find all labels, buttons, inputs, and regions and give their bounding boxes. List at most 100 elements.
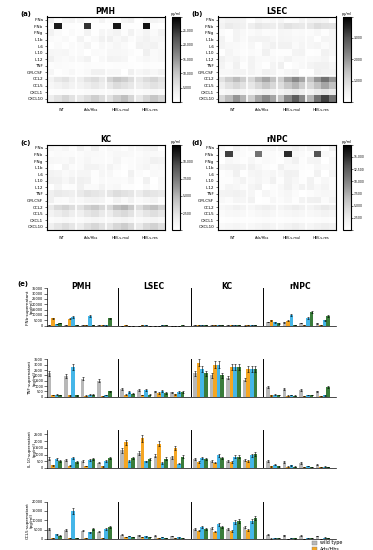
- Bar: [250, 455, 254, 468]
- Bar: [101, 538, 104, 539]
- Bar: [233, 522, 237, 539]
- Bar: [270, 395, 273, 397]
- Bar: [51, 465, 55, 468]
- Bar: [101, 466, 104, 468]
- Bar: [157, 393, 161, 397]
- Bar: [124, 537, 128, 539]
- Bar: [64, 530, 68, 539]
- Bar: [108, 527, 112, 539]
- Bar: [299, 536, 303, 539]
- Bar: [233, 456, 237, 468]
- Bar: [164, 393, 168, 397]
- Title: PMH: PMH: [95, 7, 116, 16]
- Bar: [310, 312, 313, 326]
- Bar: [273, 322, 277, 326]
- Bar: [217, 455, 220, 468]
- Bar: [193, 459, 197, 468]
- Bar: [243, 379, 247, 397]
- Bar: [282, 322, 286, 326]
- Bar: [108, 318, 112, 326]
- Text: (a): (a): [21, 12, 32, 18]
- Text: rNPC: rNPC: [289, 282, 311, 291]
- Bar: [71, 317, 75, 326]
- Bar: [148, 537, 151, 539]
- Y-axis label: CCL5·supernatant
(pg/ml): CCL5·supernatant (pg/ml): [25, 502, 34, 538]
- Bar: [128, 536, 131, 539]
- Bar: [243, 527, 247, 539]
- Bar: [181, 392, 184, 397]
- Bar: [217, 365, 220, 397]
- Bar: [161, 537, 164, 539]
- Bar: [131, 537, 135, 539]
- Bar: [310, 467, 313, 468]
- Bar: [131, 458, 135, 468]
- Bar: [71, 367, 75, 397]
- Bar: [247, 461, 250, 468]
- Text: (e): (e): [18, 282, 29, 288]
- Bar: [204, 373, 207, 397]
- Bar: [104, 461, 108, 468]
- Bar: [120, 389, 124, 397]
- Bar: [48, 459, 51, 468]
- Text: LSEC: LSEC: [144, 282, 165, 291]
- Bar: [144, 536, 148, 539]
- Bar: [326, 538, 330, 539]
- Bar: [326, 467, 330, 468]
- Bar: [55, 459, 59, 468]
- Bar: [204, 459, 207, 468]
- Bar: [124, 443, 128, 468]
- Bar: [306, 318, 310, 326]
- Bar: [48, 373, 51, 397]
- Bar: [197, 462, 200, 468]
- Bar: [237, 325, 241, 326]
- Text: (c): (c): [21, 140, 31, 146]
- Bar: [277, 466, 280, 468]
- Bar: [141, 537, 144, 539]
- Bar: [293, 466, 297, 468]
- Bar: [230, 531, 233, 539]
- Bar: [55, 324, 59, 326]
- Bar: [310, 395, 313, 397]
- Bar: [226, 529, 230, 539]
- Y-axis label: IFNb·supernatant
(pg/ml): IFNb·supernatant (pg/ml): [25, 289, 34, 324]
- Bar: [84, 395, 88, 397]
- Bar: [170, 393, 174, 397]
- Bar: [290, 315, 293, 326]
- Bar: [97, 531, 101, 539]
- Bar: [247, 530, 250, 539]
- Bar: [323, 537, 326, 539]
- Bar: [148, 394, 151, 397]
- Bar: [141, 438, 144, 468]
- Bar: [277, 395, 280, 397]
- Bar: [59, 460, 62, 468]
- Bar: [164, 538, 168, 539]
- Bar: [71, 458, 75, 468]
- Bar: [81, 461, 84, 468]
- Bar: [323, 395, 326, 397]
- Bar: [270, 320, 273, 326]
- Bar: [55, 534, 59, 539]
- Bar: [181, 456, 184, 468]
- Bar: [306, 466, 310, 468]
- Bar: [91, 459, 95, 468]
- Bar: [210, 528, 213, 539]
- Bar: [220, 375, 224, 397]
- Bar: [286, 395, 290, 397]
- Bar: [273, 465, 277, 468]
- Bar: [181, 538, 184, 539]
- Bar: [177, 392, 181, 397]
- Bar: [323, 320, 326, 326]
- Bar: [243, 460, 247, 468]
- Text: (b): (b): [192, 12, 203, 18]
- Bar: [282, 389, 286, 397]
- Bar: [316, 536, 319, 539]
- Bar: [213, 463, 217, 468]
- Bar: [277, 323, 280, 326]
- Bar: [282, 535, 286, 539]
- Bar: [128, 392, 131, 397]
- Bar: [326, 387, 330, 397]
- Bar: [51, 538, 55, 539]
- Bar: [88, 316, 91, 326]
- Bar: [200, 527, 204, 539]
- Bar: [97, 463, 101, 468]
